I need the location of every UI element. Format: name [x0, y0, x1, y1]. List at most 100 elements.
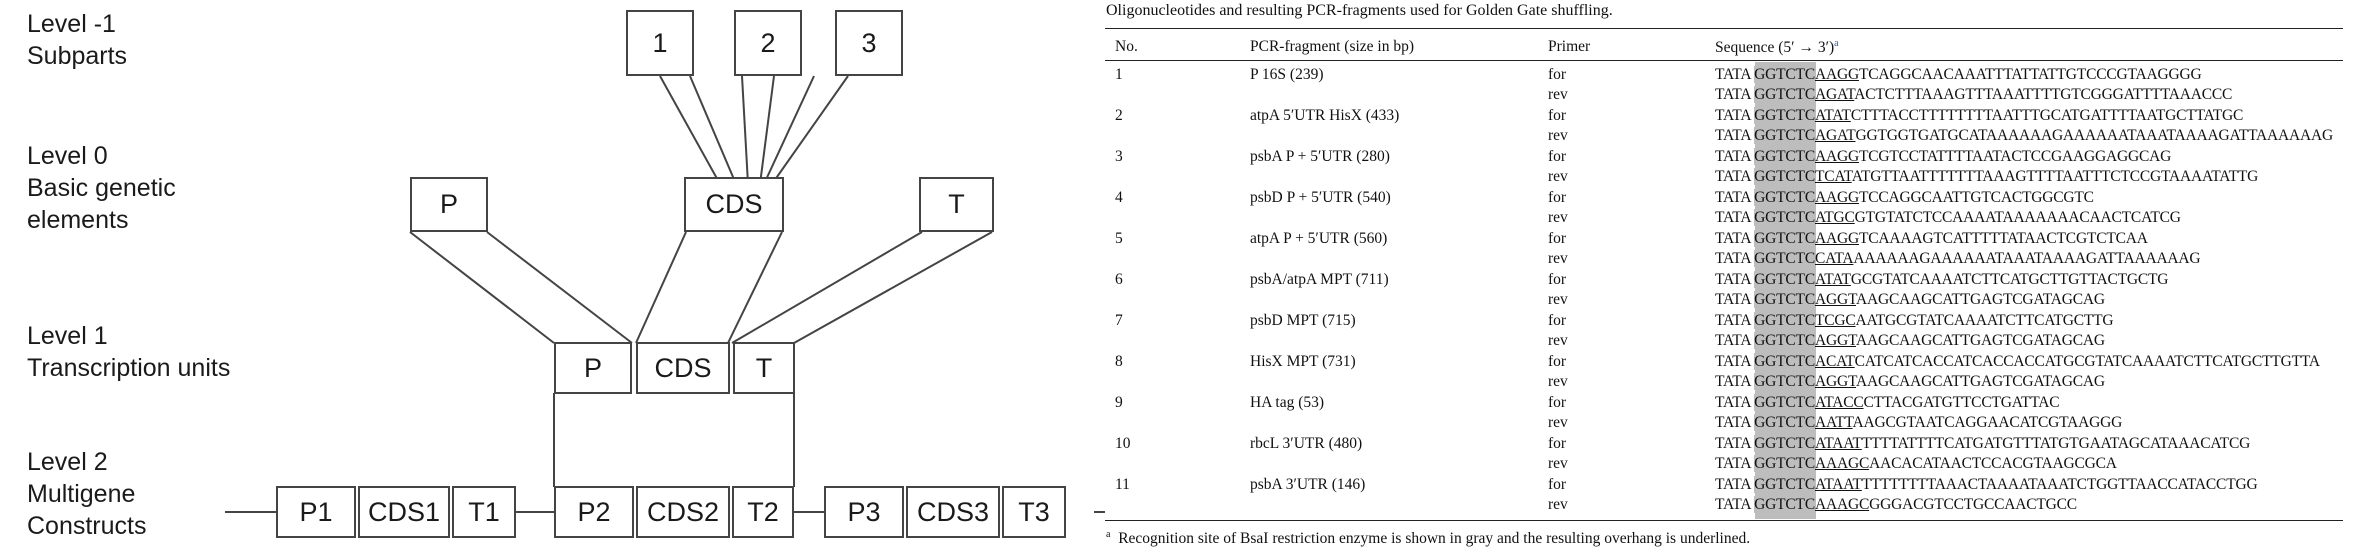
seq-remainder: GTGTATCTCCAAAATAAAAAAACAACTCATCG: [1854, 209, 2181, 226]
row-primer-sequence: TATA GGTCTCATACCCTTACGATGTTCCTGATTAC: [1715, 394, 2060, 412]
row-primer-sequence: TATA GGTCTCATAATTTTTTTTTAAACTAAAATAAATCT…: [1715, 476, 2258, 494]
seq-remainder: TTTTATTTTCATGATGTTTATGTGAATAGCATAAACATCG: [1861, 435, 2251, 452]
table-header-rule: [1105, 60, 2343, 61]
row-primer-direction: rev: [1548, 209, 1568, 226]
level1-terminator-box: T: [733, 342, 795, 394]
row-primer-sequence: TATA GGTCTCACATCATCATCACCATCACCACCATGCGT…: [1715, 353, 2320, 371]
header-sequence-note: a: [1834, 38, 1839, 49]
seq-bsai-site: GGTCTC: [1754, 168, 1815, 185]
level-2-label: Level 2 Multigene Constructs: [27, 446, 146, 542]
level0-promoter-box: P: [410, 177, 488, 232]
row-primer-sequence: TATA GGTCTCAAAGCGGGACGTCCTGCCAACTGCC: [1715, 496, 2077, 514]
row-primer-sequence: TATA GGTCTCAGGTAAGCAAGCATTGAGTCGATAGCAG: [1715, 373, 2105, 391]
seq-remainder: TTTTTTTTAAACTAAAATAAATCTGGTTAACCATACCTGG: [1861, 476, 2258, 493]
seq-prefix: TATA: [1715, 435, 1755, 452]
level-minus1-title: Level -1: [27, 10, 116, 38]
seq-prefix: TATA: [1715, 250, 1755, 267]
row-fragment: psbD MPT (715): [1250, 312, 1356, 329]
seq-bsai-site: GGTCTC: [1754, 209, 1815, 226]
row-primer-sequence: TATA GGTCTCAAGGTCAAAAGTCATTTTTATAACTCGTC…: [1715, 230, 2148, 248]
row-primer-sequence: TATA GGTCTCCATAAAAAAAGAAAAAATAAATAAAAGAT…: [1715, 250, 2201, 268]
level1-cds-box: CDS: [636, 342, 730, 394]
seq-bsai-site: GGTCTC: [1754, 230, 1815, 247]
level2-p1-box: P1: [276, 486, 356, 538]
seq-overhang: AGGT: [1814, 373, 1856, 390]
seq-overhang: ATGC: [1814, 209, 1855, 226]
seq-prefix: TATA: [1715, 86, 1755, 103]
row-number: 5: [1115, 230, 1123, 247]
seq-overhang: CATA: [1814, 250, 1854, 267]
row-primer-sequence: TATA GGTCTCAAAGCAACACATAACTCCACGTAAGCGCA: [1715, 455, 2117, 473]
level-2-subtitle-line1: Multigene: [27, 480, 136, 508]
seq-prefix: TATA: [1715, 476, 1755, 493]
seq-remainder: AAGCAAGCATTGAGTCGATAGCAG: [1855, 373, 2105, 390]
seq-prefix: TATA: [1715, 353, 1755, 370]
row-primer-sequence: TATA GGTCTCATATCTTTACCTTTTTTTTAATTTGCATG…: [1715, 107, 2243, 125]
level-0-title: Level 0: [27, 142, 108, 170]
row-fragment: atpA 5′UTR HisX (433): [1250, 107, 1400, 124]
level-minus1-subtitle: Subparts: [27, 42, 128, 70]
level-0-subtitle-line1: Basic genetic: [27, 174, 176, 202]
seq-remainder: AAGCGTAATCAGGAACATCGTAAGGG: [1852, 414, 2123, 431]
seq-bsai-site: GGTCTC: [1754, 291, 1815, 308]
row-fragment: HA tag (53): [1250, 394, 1325, 411]
diagram-connectors: [225, 75, 1105, 513]
level-2-title: Level 2: [27, 448, 108, 476]
row-primer-direction: rev: [1548, 250, 1568, 267]
row-primer-direction: for: [1548, 271, 1567, 288]
seq-overhang: ATACC: [1814, 394, 1864, 411]
level0-terminator-box: T: [919, 177, 994, 232]
seq-overhang: ATAT: [1814, 271, 1851, 288]
table-caption: Oligonucleotides and resulting PCR-fragm…: [1106, 2, 1613, 19]
row-primer-direction: for: [1548, 148, 1567, 165]
seq-remainder: CTTTACCTTTTTTTTAATTTGCATGATTTTAATGCTTATG…: [1850, 107, 2244, 124]
seq-bsai-site: GGTCTC: [1754, 414, 1815, 431]
row-primer-direction: for: [1548, 107, 1567, 124]
table-bottom-rule: [1105, 520, 2343, 521]
seq-prefix: TATA: [1715, 209, 1755, 226]
seq-prefix: TATA: [1715, 271, 1755, 288]
row-primer-direction: rev: [1548, 496, 1568, 513]
seq-bsai-site: GGTCTC: [1754, 353, 1815, 370]
level2-t2-box: T2: [732, 486, 794, 538]
row-fragment: atpA P + 5′UTR (560): [1250, 230, 1388, 247]
subpart-box-2: 2: [734, 10, 802, 76]
row-primer-direction: for: [1548, 435, 1567, 452]
row-primer-direction: rev: [1548, 86, 1568, 103]
row-primer-direction: for: [1548, 476, 1567, 493]
row-fragment: psbA 3′UTR (146): [1250, 476, 1366, 493]
seq-overhang: AATT: [1814, 414, 1853, 431]
seq-remainder: GGGACGTCCTGCCAACTGCC: [1869, 496, 2077, 513]
row-fragment: psbD P + 5′UTR (540): [1250, 189, 1391, 206]
seq-prefix: TATA: [1715, 312, 1755, 329]
row-fragment: rbcL 3′UTR (480): [1250, 435, 1363, 452]
row-primer-sequence: TATA GGTCTCAGATACTCTTTAAAGTTTAAATTTTGTCG…: [1715, 86, 2232, 104]
level-0-label: Level 0 Basic genetic elements: [27, 140, 176, 236]
level2-t1-box: T1: [452, 486, 516, 538]
seq-remainder: TCAGGCAACAAATTTATTATTGTCCCGTAAGGGG: [1858, 66, 2202, 83]
header-primer: Primer: [1548, 38, 1591, 55]
seq-remainder: CATCATCACCATCACCACCATGCGTATCAAAATCTTCATG…: [1854, 353, 2320, 370]
row-fragment: P 16S (239): [1250, 66, 1324, 83]
seq-prefix: TATA: [1715, 455, 1755, 472]
seq-prefix: TATA: [1715, 230, 1755, 247]
header-no: No.: [1115, 38, 1138, 55]
row-primer-direction: rev: [1548, 168, 1568, 185]
level2-cds1-box: CDS1: [358, 486, 450, 538]
seq-prefix: TATA: [1715, 373, 1755, 390]
row-primer-direction: rev: [1548, 455, 1568, 472]
seq-bsai-site: GGTCTC: [1754, 373, 1815, 390]
footnote-text: Recognition site of BsaI restriction enz…: [1118, 530, 1751, 548]
row-fragment: psbA P + 5′UTR (280): [1250, 148, 1390, 165]
row-number: 11: [1115, 476, 1130, 493]
level-1-subtitle: Transcription units: [27, 354, 231, 382]
seq-remainder: CTTACGATGTTCCTGATTAC: [1863, 394, 2060, 411]
seq-remainder: AAGCAAGCATTGAGTCGATAGCAG: [1855, 332, 2105, 349]
seq-bsai-site: GGTCTC: [1754, 455, 1815, 472]
level-1-label: Level 1 Transcription units: [27, 320, 230, 384]
seq-bsai-site: GGTCTC: [1754, 127, 1815, 144]
row-primer-sequence: TATA GGTCTCAGGTAAGCAAGCATTGAGTCGATAGCAG: [1715, 332, 2105, 350]
row-number: 1: [1115, 66, 1123, 83]
seq-bsai-site: GGTCTC: [1754, 332, 1815, 349]
seq-bsai-site: GGTCTC: [1754, 435, 1815, 452]
